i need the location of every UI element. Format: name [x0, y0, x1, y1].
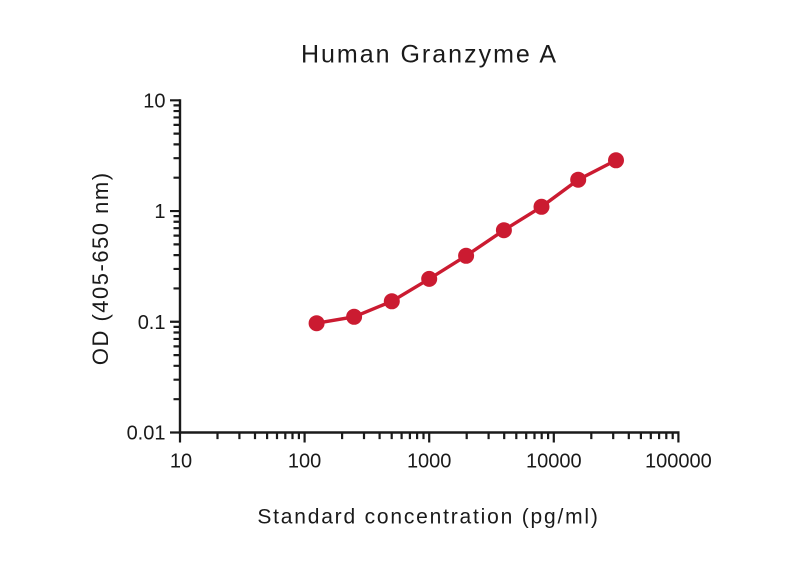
svg-text:100000: 100000	[645, 451, 712, 473]
svg-text:10000: 10000	[526, 451, 582, 473]
svg-text:1: 1	[154, 201, 165, 223]
svg-text:100: 100	[288, 451, 321, 473]
svg-text:10: 10	[143, 90, 165, 112]
svg-text:OD (405-650 nm): OD (405-650 nm)	[88, 171, 113, 365]
svg-text:0.01: 0.01	[127, 423, 166, 445]
svg-text:0.1: 0.1	[138, 312, 166, 334]
svg-text:10: 10	[170, 451, 192, 473]
svg-text:1000: 1000	[407, 451, 452, 473]
svg-text:Human Granzyme A: Human Granzyme A	[301, 41, 558, 69]
svg-text:Standard concentration (pg/ml): Standard concentration (pg/ml)	[257, 506, 599, 529]
